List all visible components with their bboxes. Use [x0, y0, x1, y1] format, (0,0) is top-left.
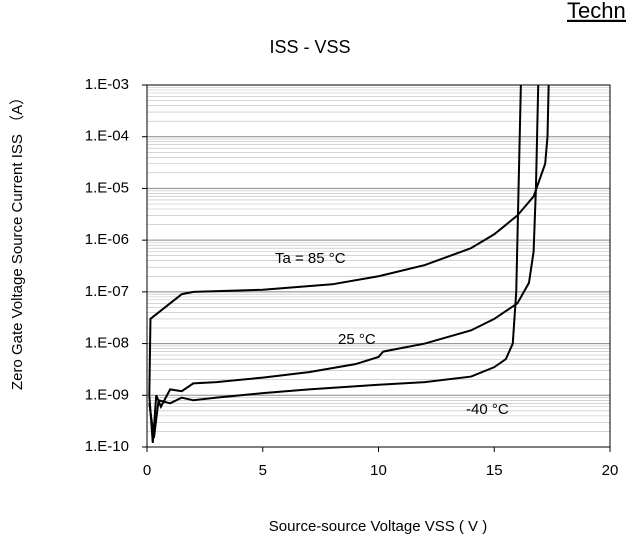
series-line [148, 84, 550, 396]
y-tick-label: 1.E-08 [85, 335, 129, 352]
y-axis-label: Zero Gate Voltage Source Current ISS （A） [9, 90, 26, 390]
series-line [148, 84, 540, 443]
y-tick-label: 1.E-04 [85, 128, 129, 145]
y-tick-label: 1.E-09 [85, 386, 129, 403]
series-annotation: -40 °C [466, 401, 509, 418]
y-tick-label: 1.E-10 [85, 438, 129, 455]
x-axis-label: Source-source Voltage VSS ( V ) [269, 518, 487, 535]
y-tick-label: 1.E-05 [85, 179, 129, 196]
y-tick-label: 1.E-07 [85, 283, 129, 300]
series-annotation: Ta = 85 °C [275, 250, 346, 267]
series-line [148, 84, 522, 439]
x-tick-label: 15 [486, 462, 503, 479]
plot-frame [146, 84, 611, 448]
x-tick-label: 20 [602, 462, 619, 479]
series-annotation: 25 °C [338, 331, 376, 348]
y-tick-label: 1.E-06 [85, 231, 129, 248]
chart-title: ISS - VSS [269, 37, 350, 57]
x-tick-label: 10 [370, 462, 387, 479]
x-tick-label: 0 [143, 462, 151, 479]
header: Technical Da [567, 0, 626, 23]
x-tick-label: 5 [259, 462, 267, 479]
y-tick-label: 1.E-03 [85, 76, 129, 93]
